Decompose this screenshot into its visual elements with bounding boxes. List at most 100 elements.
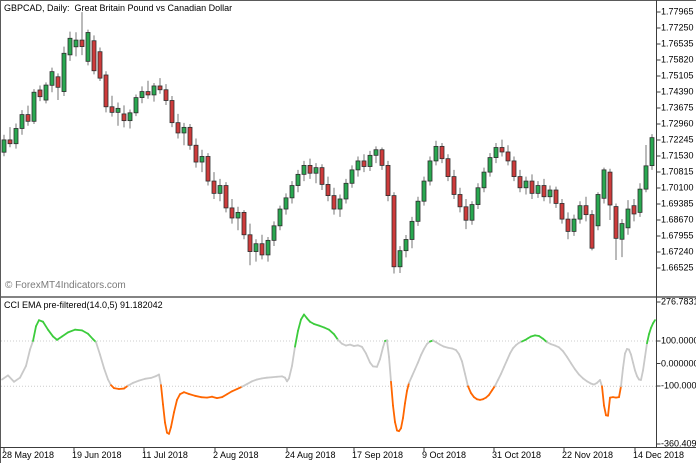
- bull-candle: [127, 112, 133, 122]
- price-axis-label: 1.77965: [661, 6, 694, 17]
- price-axis-label: 1.72960: [661, 118, 694, 129]
- bear-candle: [565, 218, 571, 232]
- bull-candle: [31, 91, 37, 122]
- bull-candle: [49, 71, 55, 86]
- bull-candle: [643, 165, 649, 190]
- bear-candle: [391, 195, 397, 268]
- indicator-axis-label: 276.783113: [661, 296, 696, 307]
- bull-candle: [337, 198, 343, 210]
- price-axis-label: 1.75105: [661, 70, 694, 81]
- bear-candle: [55, 76, 61, 88]
- cci-line-segment: [221, 393, 228, 399]
- bear-candle: [331, 195, 337, 210]
- cci-line-segment: [162, 403, 166, 424]
- price-axis-label: 1.70100: [661, 182, 694, 193]
- cci-line-segment: [414, 361, 419, 371]
- cci-line-segment: [95, 341, 101, 356]
- bear-candle: [109, 106, 115, 113]
- cci-line-segment: [566, 355, 572, 365]
- cci-line-segment: [506, 352, 511, 362]
- bull-candle: [475, 187, 481, 205]
- bear-candle: [529, 180, 535, 194]
- cci-line-segment: [632, 361, 636, 372]
- cci-line-segment: [87, 332, 94, 341]
- cci-line-segment: [127, 382, 134, 387]
- bear-candle: [463, 206, 469, 221]
- cci-line-segment: [61, 331, 69, 338]
- cci-line-segment: [630, 353, 634, 364]
- bear-candle: [193, 144, 199, 163]
- bear-candle: [319, 167, 325, 185]
- cci-line-segment: [365, 352, 371, 364]
- bull-candle: [235, 211, 241, 219]
- cci-line-segment: [402, 402, 406, 419]
- bear-candle: [517, 176, 523, 189]
- bull-candle: [61, 52, 67, 92]
- bear-candle: [79, 39, 85, 47]
- date-axis-label: 24 Aug 2018: [285, 450, 336, 460]
- bull-candle: [271, 225, 277, 241]
- bear-candle: [505, 151, 511, 162]
- bull-candle: [409, 220, 415, 240]
- cci-line-segment: [13, 376, 21, 383]
- bear-candle: [37, 89, 43, 98]
- bull-candle: [601, 169, 607, 199]
- cci-line-segment: [170, 411, 175, 428]
- price-axis-label: 1.69385: [661, 198, 694, 209]
- cci-line-segment: [160, 384, 164, 406]
- cci-line-segment: [603, 404, 607, 417]
- cci-line-segment: [404, 389, 408, 405]
- bull-candle: [277, 208, 283, 227]
- cci-line-segment: [297, 318, 302, 332]
- bull-candle: [253, 243, 259, 252]
- cci-line-segment: [494, 379, 499, 387]
- cci-line-segment: [294, 329, 299, 348]
- cci-line-segment: [42, 320, 49, 331]
- bull-candle: [265, 239, 271, 256]
- bear-candle: [445, 158, 451, 177]
- bear-candle: [229, 207, 235, 219]
- bull-candle: [295, 173, 301, 186]
- bull-candle: [43, 84, 49, 101]
- bear-candle: [439, 145, 445, 160]
- bull-candle: [85, 32, 91, 62]
- cci-line-segment: [241, 383, 248, 388]
- date-axis-label: 9 Oct 2018: [422, 450, 467, 460]
- cci-line-segment: [599, 379, 603, 388]
- bull-candle: [433, 145, 439, 162]
- price-axis-label: 1.68670: [661, 214, 694, 225]
- price-axis-label: 1.67240: [661, 246, 694, 257]
- cci-line-segment: [173, 398, 178, 414]
- indicator-axis-label: 0.000000: [661, 358, 696, 368]
- bull-candle: [493, 147, 499, 158]
- cci-line-segment: [246, 380, 253, 385]
- price-axis-label: 1.67955: [661, 230, 694, 241]
- price-axis-label: 1.70815: [661, 166, 694, 177]
- bear-candle: [511, 160, 517, 177]
- cci-line-segment: [400, 417, 404, 430]
- bull-candle: [181, 126, 187, 134]
- bull-candle: [343, 182, 349, 200]
- cci-line-segment: [144, 377, 152, 380]
- bear-candle: [121, 113, 127, 122]
- cci-line-segment: [29, 340, 34, 351]
- cci-line-segment: [323, 326, 330, 331]
- cci-line-segment: [231, 388, 238, 393]
- bull-candle: [523, 180, 529, 189]
- bear-candle: [307, 164, 313, 174]
- bear-candle: [223, 185, 229, 209]
- bull-candle: [619, 223, 625, 240]
- price-axis-label: 1.71530: [661, 150, 694, 161]
- bear-candle: [241, 211, 247, 236]
- bear-candle: [259, 243, 265, 256]
- bear-candle: [499, 147, 505, 153]
- price-axis-label: 1.66525: [661, 262, 694, 273]
- bull-candle: [349, 169, 355, 184]
- cci-line-segment: [578, 373, 584, 380]
- cci-line-segment: [138, 377, 146, 382]
- cci-line-segment: [25, 348, 31, 367]
- bear-candle: [175, 122, 181, 134]
- cci-line-segment: [56, 335, 63, 341]
- cci-line-segment: [491, 384, 496, 392]
